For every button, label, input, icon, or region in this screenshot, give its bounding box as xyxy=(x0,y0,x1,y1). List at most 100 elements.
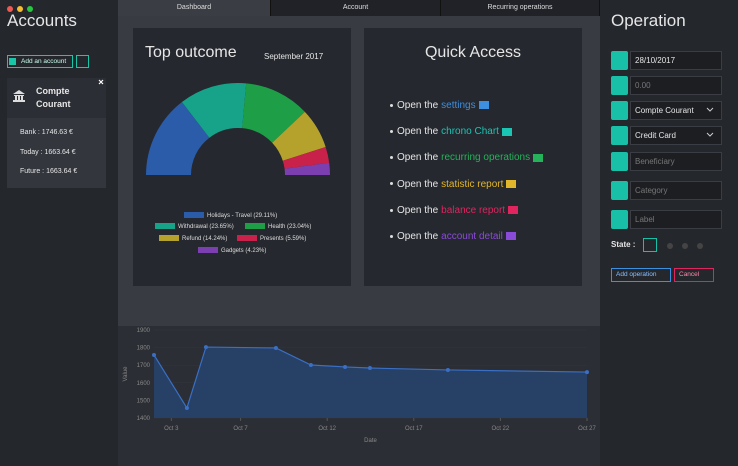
add-account-button[interactable]: Add an account xyxy=(7,55,73,68)
point xyxy=(152,352,156,357)
account-line: Bank : 1746.63 € xyxy=(20,129,73,136)
point xyxy=(343,364,348,369)
x-tick-label: Oct 12 xyxy=(318,426,336,432)
item-prefix: Open the xyxy=(397,178,439,190)
legend-swatch xyxy=(237,235,257,241)
item-icon xyxy=(478,101,489,110)
y-axis-label: Value xyxy=(123,366,129,382)
item-link[interactable]: recurring operations xyxy=(441,152,531,164)
quick-access-item: Open the settings xyxy=(390,100,492,111)
quick-access-panel xyxy=(364,28,582,286)
item-link[interactable]: settings xyxy=(441,100,476,111)
beneficiary-input[interactable]: Beneficiary xyxy=(630,152,722,171)
legend-label: Presents (5.59%) xyxy=(260,236,306,242)
legend-label: Holidays - Travel (29.11%) xyxy=(207,213,277,219)
pie-slice xyxy=(272,111,326,161)
item-icon xyxy=(533,153,544,162)
y-tick-label: 1700 xyxy=(137,363,151,369)
select-arrows xyxy=(706,107,714,137)
item-prefix: Open the xyxy=(397,204,439,216)
state-label: State : xyxy=(611,240,636,249)
area xyxy=(154,347,587,418)
legend-label: Refund (14.24%) xyxy=(182,236,227,242)
bullet xyxy=(390,208,393,212)
x-tick-label: Oct 27 xyxy=(578,426,596,432)
pie-slice xyxy=(282,147,330,169)
bullet xyxy=(390,130,393,134)
label-input[interactable]: Label xyxy=(630,210,722,229)
tab[interactable]: Dashboard xyxy=(118,0,271,16)
y-tick-label: 1400 xyxy=(137,416,151,422)
close-icon[interactable] xyxy=(97,78,105,86)
y-tick-label: 1900 xyxy=(137,328,151,334)
panel-title: Quick Access xyxy=(424,44,522,61)
tab[interactable]: Account xyxy=(271,0,441,16)
point xyxy=(308,363,313,368)
payment-select[interactable]: Credit Card xyxy=(630,126,722,145)
euro-icon xyxy=(611,76,628,95)
y-tick-label: 1600 xyxy=(137,381,151,387)
bullet xyxy=(390,103,393,107)
panel-title: Top outcome xyxy=(145,44,237,61)
bullet xyxy=(390,156,393,160)
bullet xyxy=(390,182,393,186)
quick-access-item: Open the account detail xyxy=(390,231,519,242)
account-card-header xyxy=(7,78,106,118)
calendar-icon xyxy=(611,51,628,70)
bank-icon xyxy=(13,90,25,102)
add-icon xyxy=(9,58,16,65)
item-prefix: Open the xyxy=(397,152,439,164)
legend-label: Withdrawal (23.65%) xyxy=(178,224,234,230)
operation-title: Operation xyxy=(611,11,686,30)
item-link[interactable]: statistic report xyxy=(441,178,504,190)
item-icon xyxy=(508,206,519,215)
item-link[interactable]: chrono Chart xyxy=(441,126,499,138)
account-select[interactable]: Compte Courant xyxy=(630,101,722,120)
quick-access-item: Open the statistic report xyxy=(390,179,519,190)
category-input[interactable]: Category xyxy=(630,181,722,200)
add-operation-button[interactable]: Add operation xyxy=(611,268,671,282)
refresh-button[interactable] xyxy=(76,55,89,68)
quick-access-item: Open the balance report xyxy=(390,205,521,216)
label-icon xyxy=(611,210,628,229)
legend-swatch xyxy=(155,223,175,229)
pie-slice xyxy=(284,162,330,175)
point xyxy=(367,366,372,371)
sidebar-title: Accounts xyxy=(7,11,77,30)
quick-access-item: Open the chrono Chart xyxy=(390,126,515,137)
item-link[interactable]: account detail xyxy=(441,231,503,242)
pie-slice xyxy=(242,83,305,143)
sidebar xyxy=(0,0,118,466)
point xyxy=(203,345,208,350)
account-line: Today : 1663.64 € xyxy=(20,149,76,156)
x-axis-label: Date xyxy=(364,438,377,444)
tab[interactable]: Recurring operations xyxy=(441,0,600,16)
x-tick-label: Oct 7 xyxy=(233,426,248,432)
y-tick-label: 1800 xyxy=(137,346,151,352)
beneficiary-icon xyxy=(611,152,628,171)
point xyxy=(585,370,589,375)
pie-slice xyxy=(146,102,210,175)
point xyxy=(273,345,278,350)
date-input[interactable]: 28/10/2017 xyxy=(630,51,722,70)
point xyxy=(184,405,189,410)
item-prefix: Open the xyxy=(397,100,439,111)
item-link[interactable]: balance report xyxy=(441,204,506,216)
legend-swatch xyxy=(245,223,265,229)
period: September 2017 xyxy=(264,52,324,61)
item-icon xyxy=(501,127,512,136)
x-tick-label: Oct 22 xyxy=(492,426,510,432)
y-tick-label: 1500 xyxy=(137,398,151,404)
pie-slice xyxy=(181,83,247,138)
amount-input[interactable]: 0.00 xyxy=(630,76,722,95)
x-tick-label: Oct 17 xyxy=(405,426,423,432)
item-icon xyxy=(505,232,516,241)
legend-swatch xyxy=(159,235,179,241)
item-prefix: Open the xyxy=(397,126,439,138)
state-option[interactable] xyxy=(643,238,657,252)
cancel-button[interactable]: Cancel xyxy=(674,268,714,282)
state-options[interactable] xyxy=(664,240,708,252)
item-icon xyxy=(506,179,517,188)
